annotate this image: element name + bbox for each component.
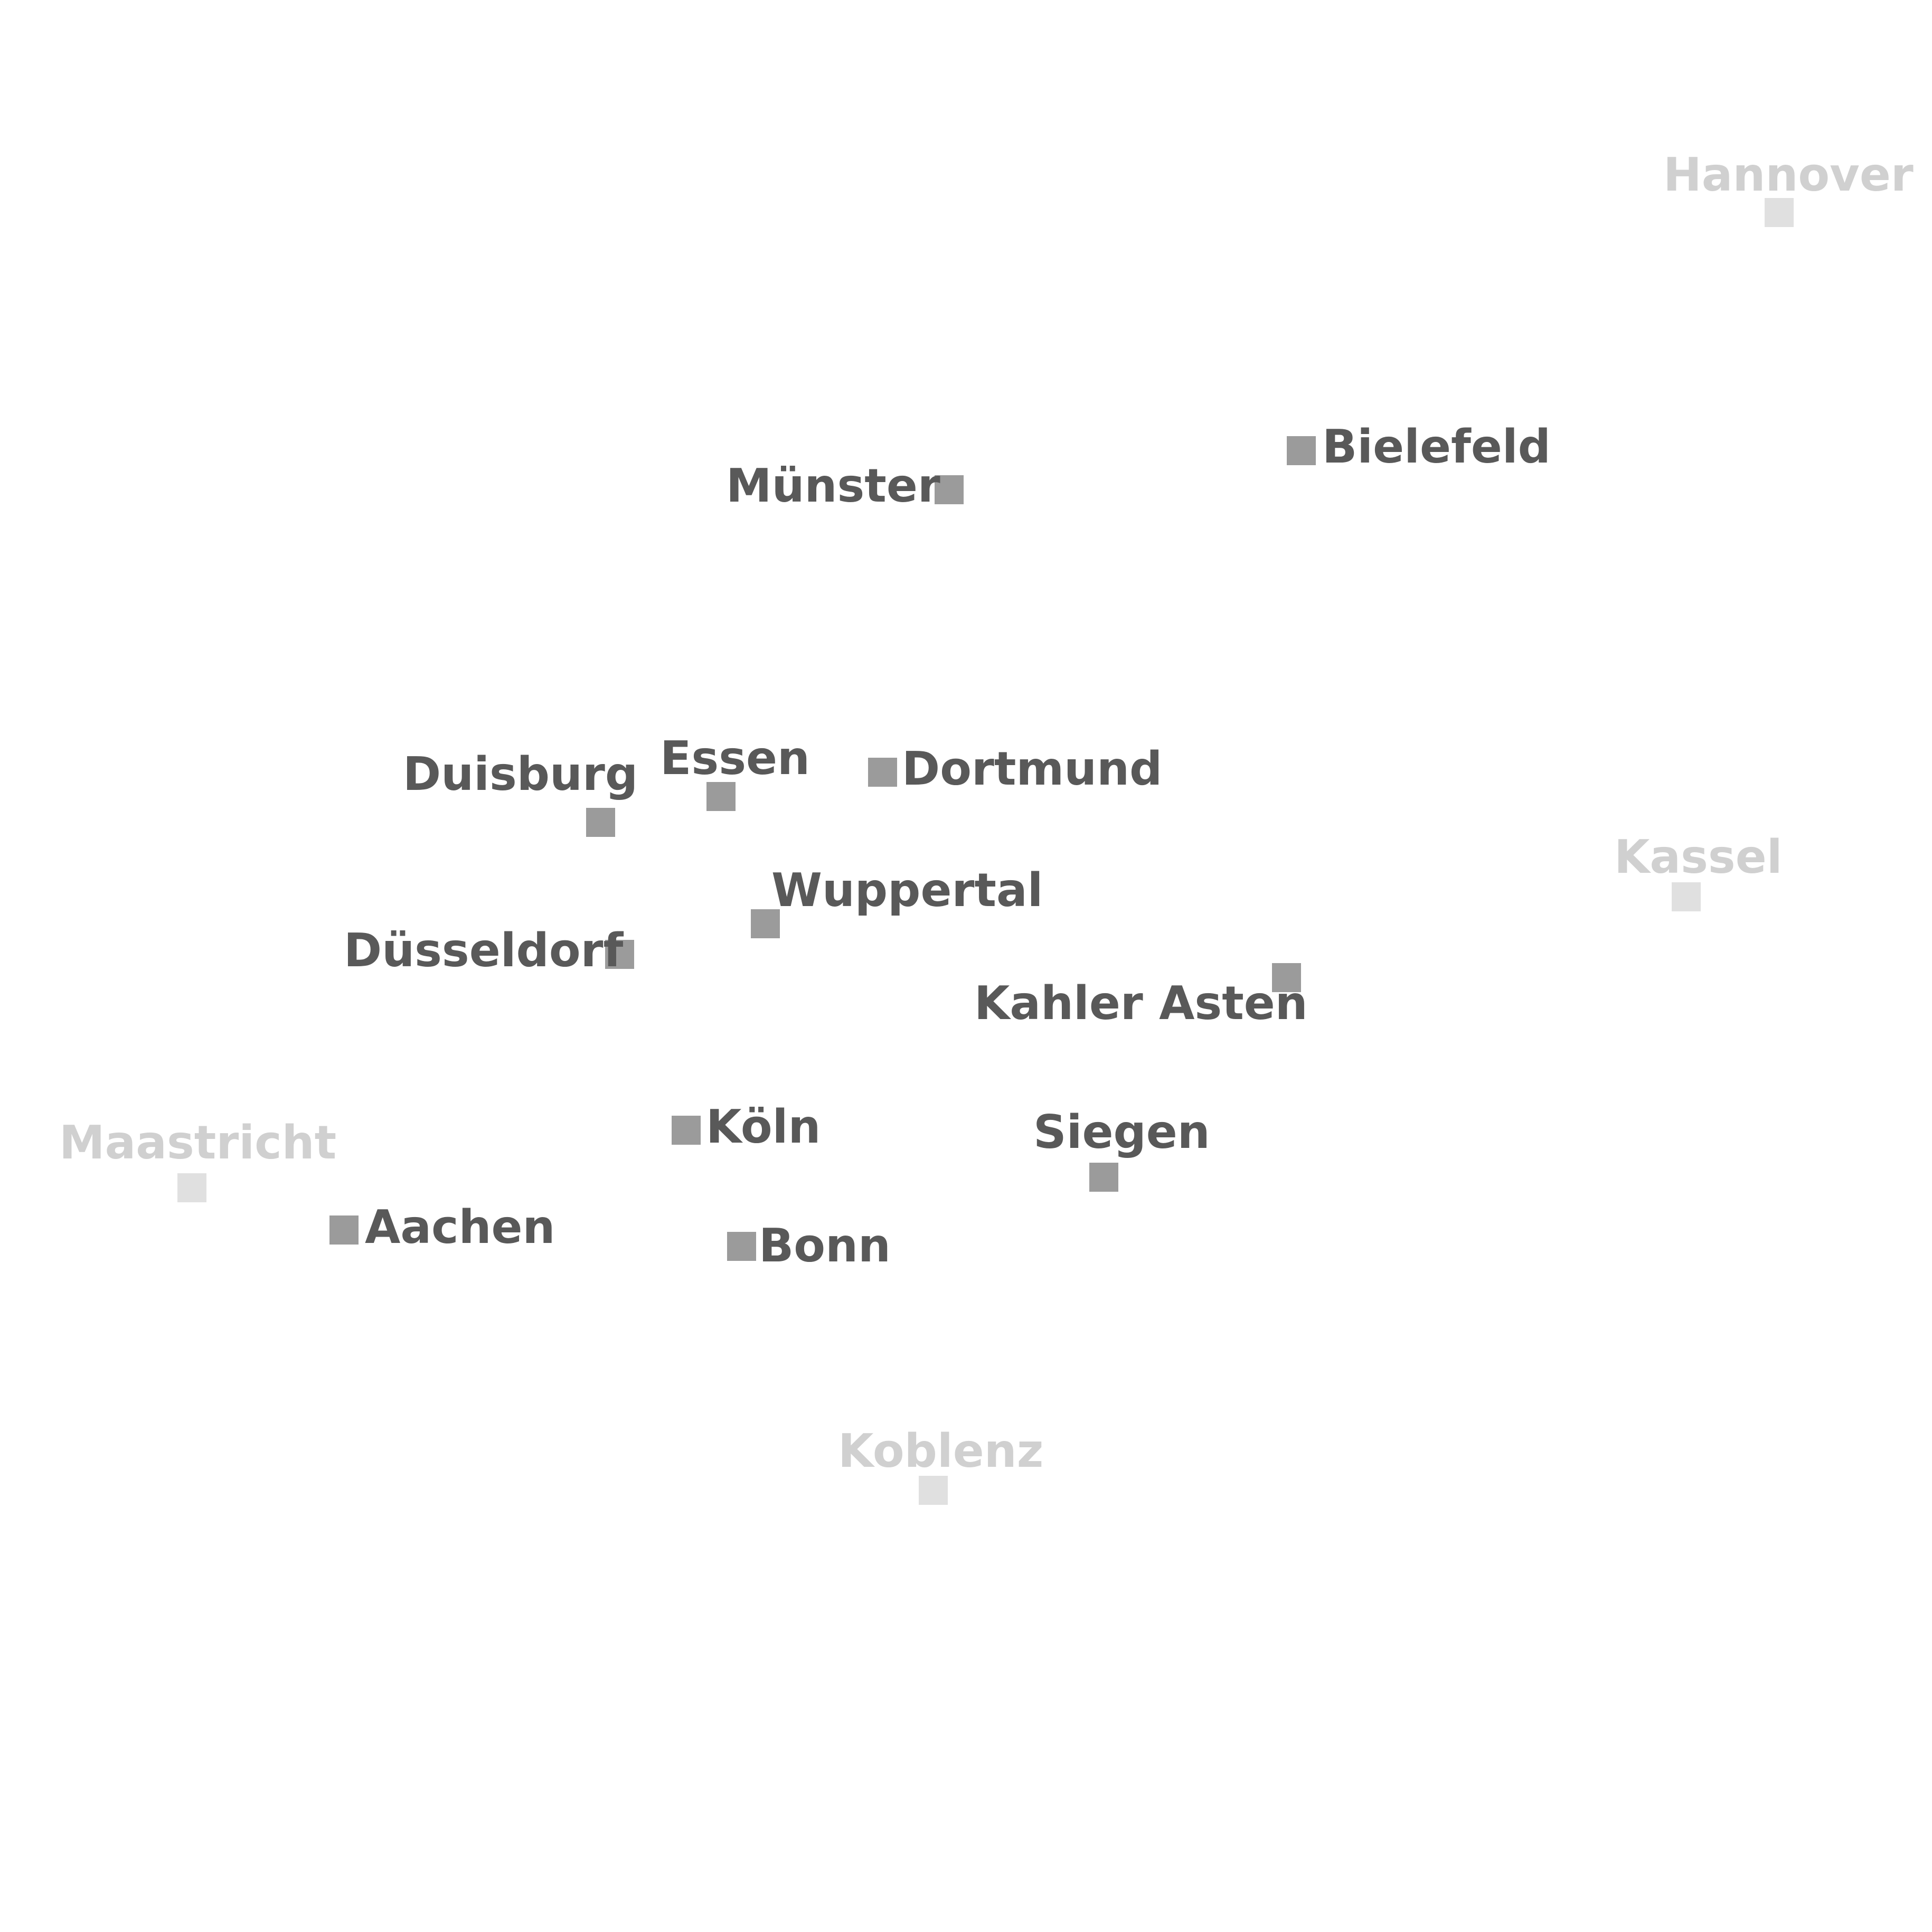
city-label: Düsseldorf — [344, 923, 624, 977]
city-label: Aachen — [365, 1200, 555, 1254]
city-marker-icon — [329, 1215, 359, 1245]
city-label: Bielefeld — [1322, 420, 1551, 474]
city-marker-icon — [935, 475, 964, 504]
city-label: Dortmund — [902, 742, 1163, 796]
city-marker-icon — [868, 758, 897, 787]
city-marker-icon — [751, 909, 780, 938]
city-label: Wuppertal — [771, 863, 1043, 917]
city-marker-icon — [727, 1232, 756, 1261]
city-marker-icon — [919, 1476, 948, 1505]
city-label: Siegen — [1033, 1105, 1210, 1159]
city-label: Duisburg — [403, 747, 638, 801]
city-marker-icon — [1287, 436, 1316, 465]
city-label: Kahler Asten — [974, 976, 1308, 1030]
city-label: Kassel — [1614, 830, 1783, 884]
city-marker-icon — [706, 782, 736, 811]
city-label: Essen — [660, 731, 810, 785]
city-label: Hannover — [1663, 148, 1914, 202]
city-marker-icon — [1272, 963, 1301, 992]
city-marker-icon — [1672, 882, 1701, 911]
city-marker-icon — [1089, 1163, 1118, 1192]
city-label: Köln — [706, 1100, 821, 1154]
city-marker-icon — [586, 808, 615, 837]
city-marker-icon — [605, 940, 634, 969]
city-label: Münster — [726, 459, 940, 513]
city-label: Koblenz — [838, 1424, 1044, 1478]
city-marker-icon — [672, 1116, 701, 1145]
city-label: Maastricht — [59, 1116, 337, 1170]
city-label: Bonn — [759, 1219, 891, 1273]
city-marker-icon — [1765, 198, 1794, 227]
city-marker-icon — [177, 1173, 206, 1202]
